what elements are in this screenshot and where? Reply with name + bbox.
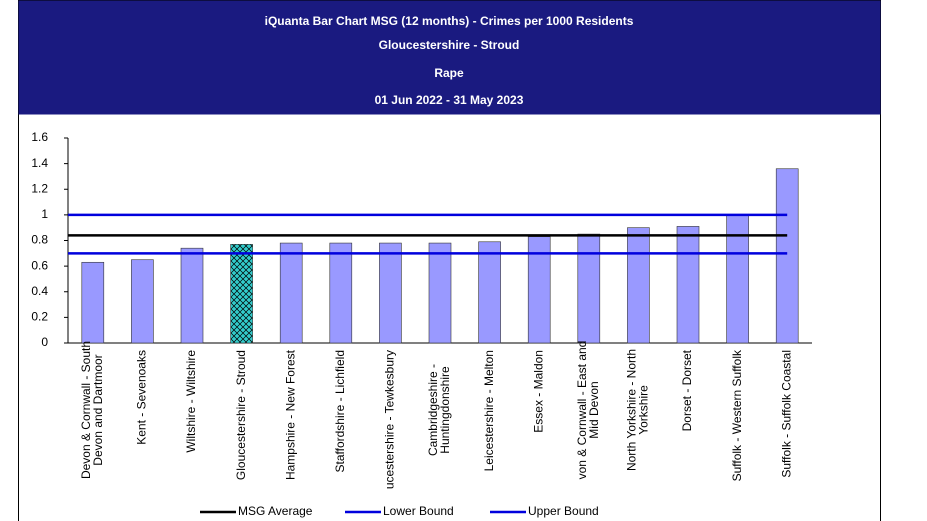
y-tick-label: 1.4 bbox=[31, 156, 48, 170]
bar bbox=[131, 259, 154, 344]
y-tick-label: 0.2 bbox=[31, 310, 48, 324]
bar bbox=[676, 226, 700, 344]
x-tick-label: Staffordshire - Lichfield bbox=[333, 350, 347, 473]
y-tick-label: 0 bbox=[41, 335, 48, 349]
bar bbox=[726, 214, 749, 344]
bar bbox=[527, 236, 551, 344]
bar bbox=[279, 242, 303, 344]
x-tick-label: Suffolk - Western Suffolk bbox=[730, 349, 744, 481]
x-tick-label: Suffolk - Suffolk Coastal bbox=[779, 350, 793, 478]
bar bbox=[627, 227, 650, 344]
x-tick-label: Yorkshire bbox=[637, 385, 651, 435]
bar bbox=[775, 168, 799, 344]
x-tick-label: Devon & Cornwall - South bbox=[79, 341, 93, 479]
chart-title: Rape bbox=[434, 66, 464, 80]
x-tick-label: Kent - Sevenoaks bbox=[135, 350, 149, 445]
chart-title: Gloucestershire - Stroud bbox=[379, 38, 520, 52]
x-tick-label: ucestershire - Tewkesbury bbox=[383, 350, 397, 489]
chart-title: iQuanta Bar Chart MSG (12 months) - Crim… bbox=[265, 14, 634, 28]
x-tick-label: Gloucestershire - Stroud bbox=[234, 350, 248, 480]
bar bbox=[81, 261, 105, 344]
x-tick-label: Dorset - Dorset bbox=[680, 349, 694, 431]
x-tick-label: Cambridgeshire - bbox=[426, 364, 440, 456]
x-tick-label: Devon and Dartmoor bbox=[91, 354, 105, 465]
legend-label: Lower Bound bbox=[383, 504, 454, 518]
x-tick-label: Essex - Maldon bbox=[531, 350, 545, 433]
y-tick-label: 1 bbox=[41, 207, 48, 221]
x-tick-label: Wiltshire - Wiltshire bbox=[184, 350, 198, 453]
y-tick-label: 1.2 bbox=[31, 181, 48, 195]
x-tick-label: Hampshire - New Forest bbox=[283, 349, 297, 480]
y-tick-label: 0.6 bbox=[31, 258, 48, 272]
y-tick-label: 0.4 bbox=[31, 284, 48, 298]
legend-label: MSG Average bbox=[238, 504, 313, 518]
x-tick-label: Leicestershire - Melton bbox=[482, 350, 496, 471]
bar bbox=[230, 244, 253, 344]
x-tick-label: Mid Devon bbox=[587, 381, 601, 438]
chart-title: 01 Jun 2022 - 31 May 2023 bbox=[375, 93, 524, 107]
bar bbox=[577, 233, 601, 344]
x-tick-label: North Yorkshire - North bbox=[625, 349, 639, 471]
x-tick-label: von & Cornwall - East and bbox=[575, 341, 589, 480]
bar bbox=[180, 247, 204, 344]
bar bbox=[428, 242, 452, 344]
legend-label: Upper Bound bbox=[528, 504, 599, 518]
title-box bbox=[18, 0, 881, 115]
bar bbox=[329, 242, 353, 344]
y-tick-label: 0.8 bbox=[31, 233, 48, 247]
bar bbox=[379, 242, 402, 344]
bar bbox=[478, 241, 501, 344]
y-tick-label: 1.6 bbox=[31, 130, 48, 144]
x-tick-label: Huntingdonshire bbox=[438, 366, 452, 454]
